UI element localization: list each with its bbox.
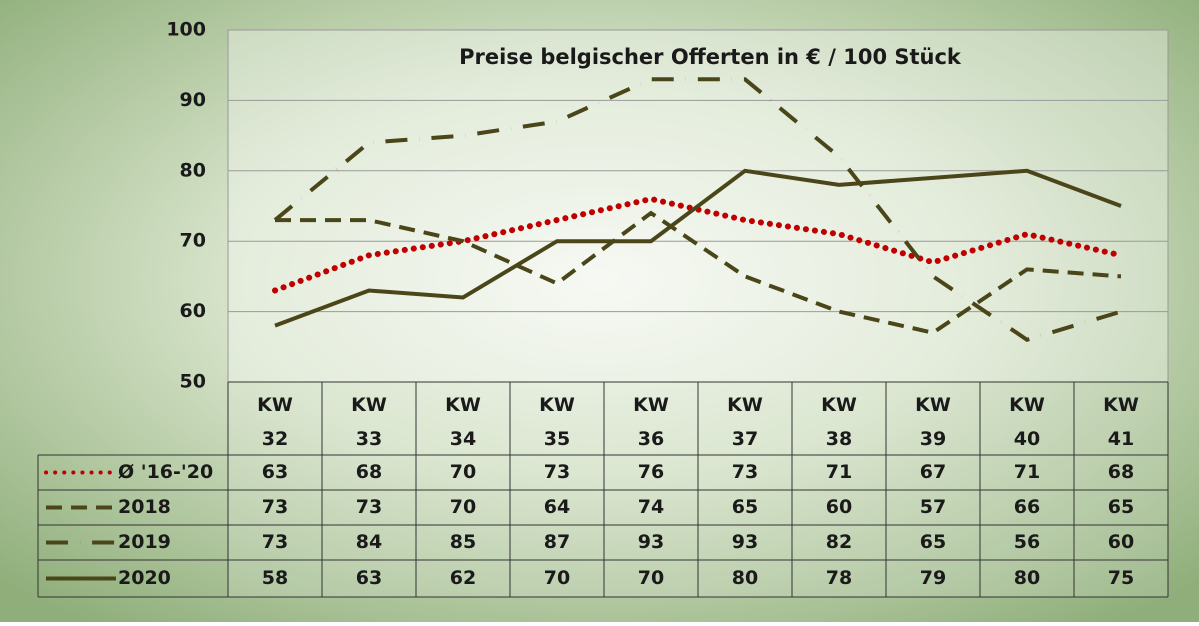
x-tick-cell: KW 40 (1009, 394, 1045, 450)
series-line (275, 210, 1122, 335)
table-value: 64 (544, 496, 570, 518)
table-value: 70 (544, 567, 570, 589)
table-value: 73 (544, 461, 570, 483)
y-tick-label: 60 (180, 300, 206, 322)
table-value: 66 (1014, 496, 1040, 518)
x-tick-label: KW 38 (821, 394, 857, 450)
table-value: 82 (826, 531, 852, 553)
table-value: 80 (732, 567, 758, 589)
table-value: 60 (1108, 531, 1134, 553)
table-value: 78 (826, 567, 852, 589)
table-value: 68 (356, 461, 382, 483)
table-value: 62 (450, 567, 476, 589)
x-tick-label: KW 36 (633, 394, 669, 450)
series-line (273, 77, 1122, 342)
legend-label: 2020 (118, 567, 171, 589)
x-tick-label: KW 37 (727, 394, 763, 450)
y-tick-label: 90 (180, 89, 206, 111)
x-tick-label: KW 39 (915, 394, 951, 450)
series-line (274, 168, 1122, 328)
table-value: 85 (450, 531, 476, 553)
table-value: 68 (1108, 461, 1134, 483)
x-tick-cell: KW 38 (821, 394, 857, 450)
table-value: 79 (920, 567, 946, 589)
table-value: 73 (262, 496, 288, 518)
table-value: 73 (356, 496, 382, 518)
table-value: 74 (638, 496, 664, 518)
table-value: 80 (1014, 567, 1040, 589)
table-value: 73 (732, 461, 758, 483)
x-tick-cell: KW 36 (633, 394, 669, 450)
table-value: 63 (356, 567, 382, 589)
legend-label: Ø '16-'20 (118, 461, 213, 483)
table-value: 58 (262, 567, 288, 589)
table-value: 70 (450, 461, 476, 483)
table-value: 71 (1014, 461, 1040, 483)
x-tick-label: KW 34 (445, 394, 481, 450)
y-tick-label: 100 (166, 19, 206, 41)
table-value: 76 (638, 461, 664, 483)
table-value: 84 (356, 531, 382, 553)
table-value: 60 (826, 496, 852, 518)
y-tick-label: 50 (180, 371, 206, 393)
table-value: 87 (544, 531, 570, 553)
y-tick-label: 80 (180, 159, 206, 181)
table-value: 73 (262, 531, 288, 553)
x-tick-label: KW 41 (1103, 394, 1139, 450)
series-line (272, 195, 1124, 294)
x-tick-cell: KW 34 (445, 394, 481, 450)
legend-label: 2018 (118, 496, 171, 518)
table-value: 65 (920, 531, 946, 553)
x-tick-label: KW 40 (1009, 394, 1045, 450)
x-tick-cell: KW 41 (1103, 394, 1139, 450)
chart-title: Preise belgischer Offerten in € / 100 St… (459, 45, 962, 69)
table-value: 70 (638, 567, 664, 589)
table-value: 57 (920, 496, 946, 518)
table-value: 63 (262, 461, 288, 483)
table-value: 93 (638, 531, 664, 553)
x-tick-cell: KW 32 (257, 394, 293, 450)
x-tick-cell: KW 33 (351, 394, 387, 450)
table-value: 67 (920, 461, 946, 483)
y-tick-label: 70 (180, 230, 206, 252)
x-tick-label: KW 33 (351, 394, 387, 450)
x-tick-cell: KW 37 (727, 394, 763, 450)
x-tick-label: KW 35 (539, 394, 575, 450)
table-value: 75 (1108, 567, 1134, 589)
table-value: 93 (732, 531, 758, 553)
table-value: 65 (732, 496, 758, 518)
table-value: 56 (1014, 531, 1040, 553)
table-value: 71 (826, 461, 852, 483)
x-tick-cell: KW 39 (915, 394, 951, 450)
table-value: 70 (450, 496, 476, 518)
x-tick-cell: KW 35 (539, 394, 575, 450)
table-value: 65 (1108, 496, 1134, 518)
x-tick-label: KW 32 (257, 394, 293, 450)
legend-label: 2019 (118, 531, 171, 553)
